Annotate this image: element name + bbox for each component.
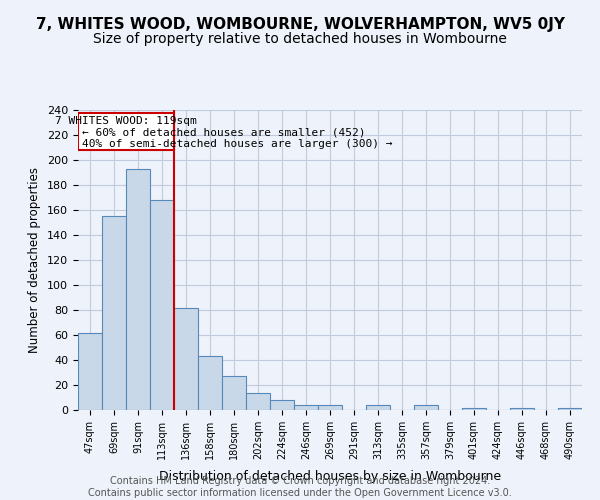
Text: 7, WHITES WOOD, WOMBOURNE, WOLVERHAMPTON, WV5 0JY: 7, WHITES WOOD, WOMBOURNE, WOLVERHAMPTON…: [35, 18, 565, 32]
Bar: [150, 200, 174, 410]
Bar: [318, 405, 342, 410]
Bar: [174, 308, 198, 410]
Bar: [102, 216, 126, 410]
Y-axis label: Number of detached properties: Number of detached properties: [28, 167, 41, 353]
Bar: [294, 405, 318, 410]
Text: Size of property relative to detached houses in Wombourne: Size of property relative to detached ho…: [93, 32, 507, 46]
Bar: [246, 392, 270, 410]
Bar: [270, 400, 294, 410]
Text: ← 60% of detached houses are smaller (452): ← 60% of detached houses are smaller (45…: [82, 128, 365, 138]
Text: 40% of semi-detached houses are larger (300) →: 40% of semi-detached houses are larger (…: [82, 138, 392, 149]
Bar: [558, 408, 582, 410]
Bar: [510, 408, 534, 410]
X-axis label: Distribution of detached houses by size in Wombourne: Distribution of detached houses by size …: [159, 470, 501, 483]
Bar: [462, 408, 486, 410]
FancyBboxPatch shape: [78, 112, 174, 150]
Bar: [198, 356, 222, 410]
Text: 7 WHITES WOOD: 119sqm: 7 WHITES WOOD: 119sqm: [55, 116, 197, 126]
Bar: [222, 376, 246, 410]
Bar: [414, 405, 438, 410]
Text: Contains HM Land Registry data © Crown copyright and database right 2024.
Contai: Contains HM Land Registry data © Crown c…: [88, 476, 512, 498]
Bar: [366, 405, 390, 410]
Bar: [126, 169, 150, 410]
Bar: [78, 332, 102, 410]
